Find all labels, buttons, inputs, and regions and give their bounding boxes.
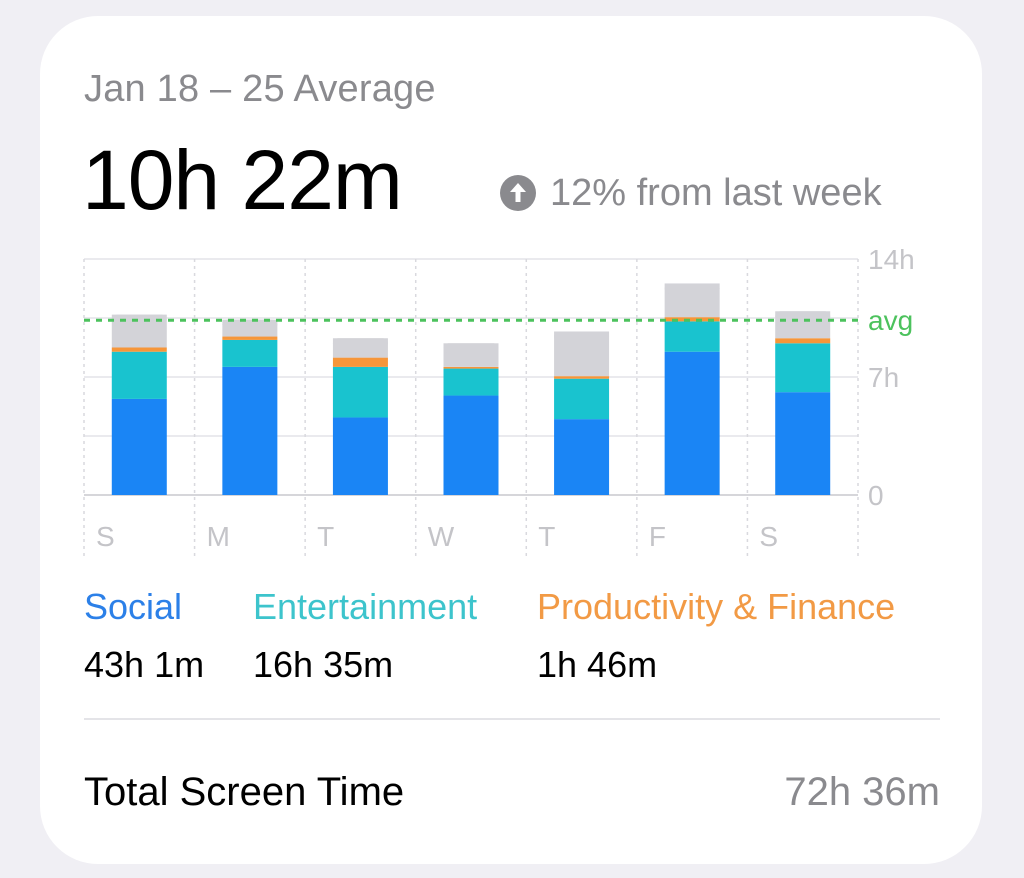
total-screen-time-value: 72h 36m <box>784 770 940 814</box>
bar-segment-productivity-finance <box>775 338 831 344</box>
bar-stack <box>332 338 388 495</box>
chart-grid <box>83 258 859 557</box>
x-tick-label: W <box>428 521 455 552</box>
y-tick-label: 0 <box>868 480 884 511</box>
average-line-group: avg <box>84 305 913 336</box>
daily-average-value: 10h 22m <box>82 133 403 227</box>
legend-productivity-value: 1h 46m <box>537 644 658 685</box>
bar-segment-productivity-finance <box>443 366 499 369</box>
y-tick-label: 14h <box>868 244 915 275</box>
bar-segment-entertainment <box>332 366 388 418</box>
bar-segment-entertainment <box>111 351 167 399</box>
bar-segment-entertainment <box>554 378 610 420</box>
bar-segment-social <box>111 398 167 495</box>
bar-stack <box>664 283 720 495</box>
bar-segment-productivity-finance <box>332 357 388 367</box>
bar-cap <box>443 343 499 354</box>
x-tick-label: T <box>317 521 334 552</box>
chart-labels: S M T W T F S 14h 7h 0 <box>96 244 915 552</box>
total-screen-time-label[interactable]: Total Screen Time <box>84 770 405 814</box>
legend-productivity-label: Productivity & Finance <box>537 586 896 627</box>
date-range-label: Jan 18 – 25 Average <box>84 68 436 110</box>
bar-stack <box>554 331 610 495</box>
bar-segment-entertainment <box>443 368 499 396</box>
x-tick-label: T <box>538 521 555 552</box>
bar-cap <box>111 314 167 325</box>
bar-cap <box>554 331 610 342</box>
bar-segment-social <box>222 366 278 495</box>
bar-segment-productivity-finance <box>664 317 720 322</box>
average-line-label: avg <box>868 305 913 336</box>
bar-segment-entertainment <box>664 321 720 352</box>
bar-stack <box>443 343 499 495</box>
x-tick-label: S <box>759 521 778 552</box>
bar-cap <box>222 319 278 330</box>
bar-segment-productivity-finance <box>554 376 610 379</box>
bar-stack <box>111 314 167 495</box>
bar-segment-social <box>443 395 499 495</box>
y-tick-label: 7h <box>868 362 899 393</box>
bar-segment-productivity-finance <box>222 336 278 340</box>
x-tick-label: F <box>649 521 666 552</box>
x-tick-label: S <box>96 521 115 552</box>
x-tick-label: M <box>207 521 230 552</box>
divider <box>84 718 940 720</box>
bar-segment-entertainment <box>222 339 278 367</box>
chart-bars <box>111 283 831 495</box>
legend-social-label: Social <box>84 586 183 627</box>
bar-segment-social <box>554 419 610 495</box>
legend-social-value: 43h 1m <box>84 644 205 685</box>
arrow-up-circle-icon <box>500 175 536 211</box>
bar-cap <box>332 338 388 349</box>
weekly-change-text: 12% from last week <box>550 171 882 214</box>
legend-entertainment-label: Entertainment <box>253 586 478 627</box>
bar-segment-social <box>332 417 388 495</box>
bar-cap <box>664 283 720 294</box>
bar-segment-social <box>664 351 720 495</box>
bar-segment-productivity-finance <box>111 347 167 352</box>
bar-segment-social <box>775 392 831 495</box>
bar-stack <box>775 311 831 495</box>
bar-stack <box>222 319 278 495</box>
legend-entertainment-value: 16h 35m <box>253 644 394 685</box>
weekly-change: 12% from last week <box>500 168 882 218</box>
bar-segment-entertainment <box>775 343 831 393</box>
